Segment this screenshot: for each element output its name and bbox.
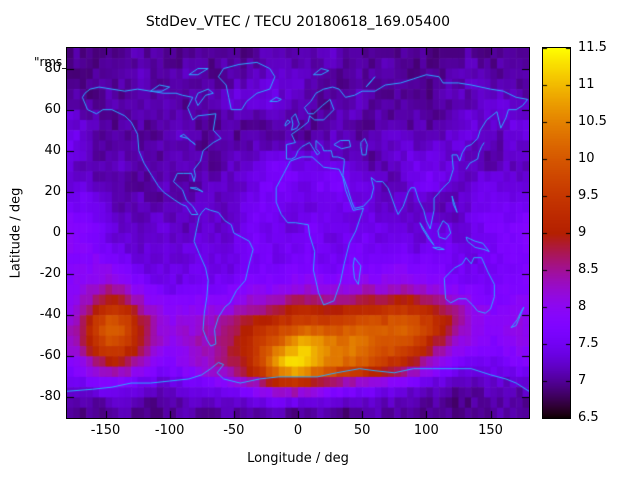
colorbar-tick-label: 10 — [578, 151, 595, 166]
colorbar-tick-label: 6.5 — [578, 410, 599, 425]
colorbar-tick-label: 10.5 — [578, 114, 607, 129]
y-tick-label: 60 — [44, 101, 61, 117]
colorbar-canvas — [543, 48, 570, 418]
colorbar-tick-label: 8.5 — [578, 262, 599, 277]
y-tick-label: -20 — [39, 266, 61, 282]
colorbar-tick-label: 8 — [578, 299, 587, 314]
x-tick-label: -100 — [154, 423, 185, 438]
x-tick-label: 0 — [293, 423, 303, 438]
y-tick-label: -40 — [39, 307, 61, 323]
y-axis-label: Latitude / deg — [8, 187, 24, 279]
colorbar-tick-label: 7 — [578, 373, 587, 388]
y-tick-label: 0 — [52, 225, 61, 240]
heatmap-canvas — [67, 48, 529, 418]
x-tick-label: 150 — [478, 423, 503, 438]
x-tick-label: 50 — [353, 423, 371, 438]
x-tick-label: -50 — [223, 423, 245, 438]
x-axis-label: Longitude / deg — [247, 451, 349, 466]
colorbar-tick-label: 7.5 — [578, 336, 599, 351]
y-tick-label: 20 — [44, 183, 61, 199]
plot-title: StdDev_VTEC / TECU 20180618_169.05400 — [145, 14, 451, 30]
y-tick-label: -60 — [39, 348, 61, 364]
y-tick-label: -80 — [39, 389, 61, 405]
colorbar — [542, 47, 571, 419]
colorbar-tick-label: 11.5 — [578, 40, 607, 55]
colorbar-tick-label: 9.5 — [578, 188, 599, 203]
y-tick-label: 80 — [44, 60, 61, 76]
y-tick-label: 40 — [44, 142, 61, 158]
x-tick-label: 100 — [413, 423, 439, 438]
colorbar-tick-label: 11 — [578, 77, 595, 92]
x-tick-label: -150 — [90, 423, 121, 438]
colorbar-tick-label: 9 — [578, 225, 587, 240]
rms-annotation: "rms_ — [34, 55, 69, 69]
plot-area — [66, 47, 530, 419]
